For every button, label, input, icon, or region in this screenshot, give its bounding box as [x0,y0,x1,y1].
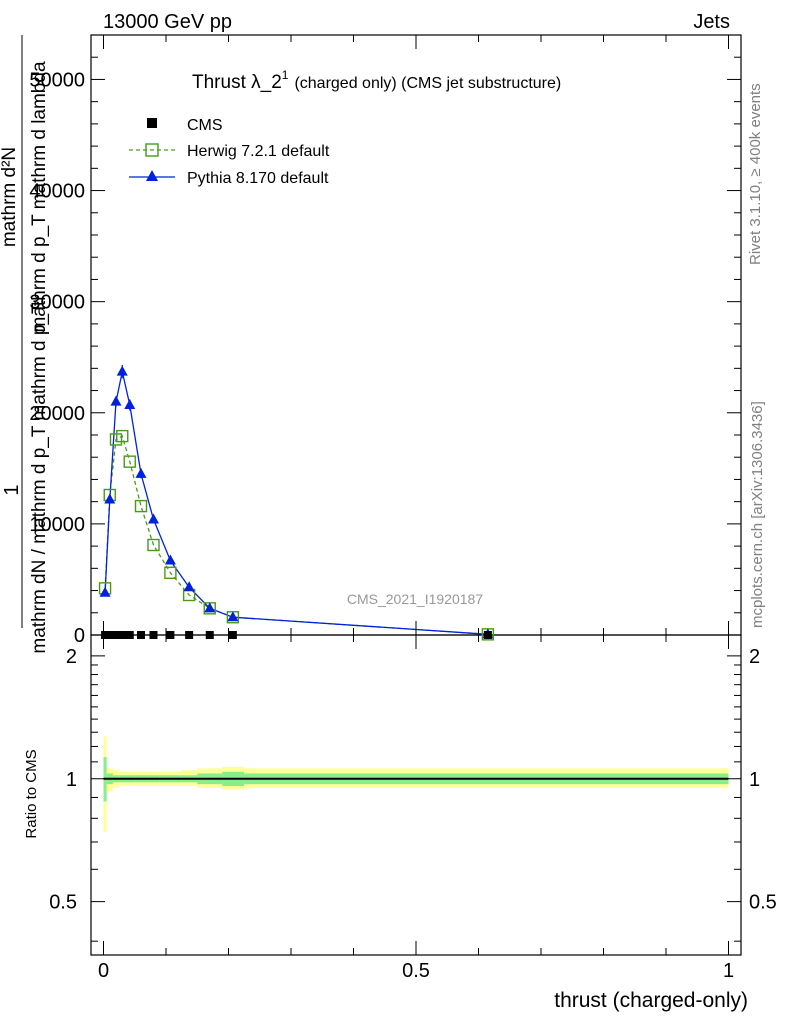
pythia-point [116,365,128,376]
cms-point [137,631,145,639]
herwig-point [116,429,129,443]
pythia-point [110,395,122,406]
cms-point [483,631,492,639]
ratio-y-tick-label-right: 2 [749,646,760,668]
herwig-point [134,499,148,513]
herwig-point [123,455,136,468]
cms-point [125,631,134,639]
ylabel-denominator: mathrm d p_T mathrm d lambda [29,61,50,332]
legend-pythia-label: Pythia 8.170 default [187,170,329,187]
cms-point [118,631,127,639]
main-y-tick-label: 40000 [29,181,85,203]
ratio-axis-ticks [91,635,741,955]
cms-point [166,631,175,639]
pythia-point [124,399,136,409]
legend-herwig-marker [145,143,159,157]
herwig-point [147,538,160,552]
mcplots-label: mcplots.cern.ch [arXiv:1306.3436] [749,401,766,628]
cms-point [101,631,110,639]
main-y-tick-label: 10000 [29,514,85,536]
main-y-tick-label: 30000 [29,292,85,314]
cms-point [205,631,214,639]
ratio-y-tick-label-right: 1 [749,769,760,791]
legend-cms-label: CMS [187,117,223,134]
legend-herwig-label: Herwig 7.2.1 default [187,143,330,160]
x-tick-label: 0.5 [402,960,430,982]
main-y-tick-label: 20000 [29,403,85,425]
pythia-point [183,581,195,592]
x-tick-labels: 0 0.5 1 [98,960,734,982]
cms-point [228,631,237,639]
pythia-point [104,493,116,504]
cms-point [149,631,158,639]
main-axis-ticks [91,34,741,636]
x-tick-label: 1 [723,960,734,982]
ylabel-one: 1 [1,484,23,495]
legend-pythia-marker [146,170,158,181]
ratio-y-tick-label: 1 [66,769,77,791]
ratio-y-axis-label: Ratio to CMS [23,749,40,838]
collision-label: 13000 GeV pp [103,11,232,33]
main-y-axis-label: 1 mathrm dN / mathrm d p_T mathrm d p_T … [0,35,50,654]
ratio-y-tick-label-right: 0.5 [749,892,777,914]
pythia-point [227,611,239,622]
ylabel-bottom: mathrm dN / mathrm d p_T mathrm d p_T [29,302,50,654]
title-sup: 1 [282,68,289,82]
main-y-tick-label: 0 [74,625,85,647]
legend: CMS Herwig 7.2.1 default Pythia 8.170 de… [129,117,330,187]
x-tick-label: 0 [98,960,109,982]
analysis-id: CMS_2021_I1920187 [347,591,483,607]
legend-cms-marker [147,118,157,128]
main-y-tick-label: 50000 [29,69,85,91]
title-main: Thrust λ_2 [192,72,282,93]
ratio-y-tick-label: 2 [66,646,77,668]
main-y-tick-labels: 0 10000 20000 30000 40000 50000 [29,69,85,647]
pythia-point [99,586,111,597]
rivet-version-label: Rivet 3.1.10, ≥ 400k events [747,83,764,265]
ratio-y-tick-labels: 0.5 0.5 1 1 2 2 [49,646,777,914]
pythia-point [204,602,216,613]
cms-point [105,631,114,639]
pythia-point [148,513,159,524]
ratio-y-tick-label: 0.5 [49,892,77,914]
main-series-layer [98,365,495,641]
ratio-panel-frame [90,634,742,956]
x-axis-label: thrust (charged-only) [554,989,748,1012]
ylabel-numerator: mathrm d²N [0,147,20,247]
process-label: Jets [693,11,730,33]
pythia-point [135,467,147,478]
svg-text:Thrust λ_21(charged only) (CMS: Thrust λ_21 (charged only) (CMS jet subst… [192,68,561,93]
title-suffix: (charged only) (CMS jet substructure) [294,75,561,92]
plot-title: Thrust λ_21 (charged only) (CMS jet subst… [192,68,561,93]
herwig-point [164,566,177,579]
cms-point [185,631,194,639]
pythia-point [164,554,176,565]
cms-point [112,631,120,639]
herwig-point [109,433,123,446]
ratio-bands-layer [103,736,729,833]
